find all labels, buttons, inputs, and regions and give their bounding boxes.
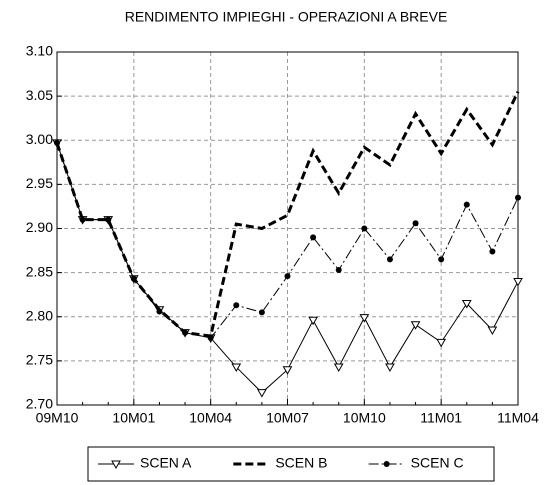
marker [310, 234, 317, 241]
legend-label: SCEN C [411, 455, 464, 471]
x-tick-label: 11M04 [497, 410, 539, 426]
x-tick-label: 10M10 [343, 410, 386, 426]
chart-title: RENDIMENTO IMPIEGHI - OPERAZIONI A BREVE [125, 9, 448, 25]
marker [487, 326, 498, 335]
y-tick-label: 2.90 [26, 219, 53, 235]
marker [461, 300, 472, 309]
marker [335, 266, 342, 273]
marker [130, 275, 137, 282]
marker [410, 321, 421, 330]
marker [233, 302, 240, 309]
marker [385, 363, 395, 373]
marker [515, 194, 521, 201]
marker [182, 329, 189, 336]
marker [359, 314, 370, 323]
y-tick-label: 2.75 [26, 352, 53, 368]
x-tick-label: 09M10 [36, 410, 79, 426]
marker [308, 316, 318, 326]
plot-frame [56, 51, 519, 406]
marker [361, 225, 368, 232]
y-tick-label: 3.05 [26, 87, 53, 103]
marker [412, 220, 419, 227]
marker [284, 273, 291, 280]
legend-marker [383, 461, 390, 467]
legend-marker [111, 460, 121, 470]
y-tick-label: 2.80 [26, 307, 53, 323]
marker [436, 338, 447, 348]
legend-box [87, 446, 495, 482]
marker [79, 216, 86, 223]
marker [105, 216, 112, 223]
legend-label: SCEN A [140, 455, 192, 471]
x-tick-label: 10M07 [266, 410, 309, 426]
marker [257, 389, 267, 398]
x-tick-label: 10M01 [112, 410, 155, 426]
y-tick-label: 2.70 [26, 396, 53, 412]
marker [489, 248, 496, 255]
marker [54, 139, 60, 146]
y-tick-label: 2.95 [26, 175, 53, 191]
marker [463, 201, 470, 208]
x-tick-label: 11M01 [420, 410, 462, 426]
marker [207, 334, 214, 341]
y-tick-label: 3.10 [26, 43, 53, 59]
marker [258, 309, 265, 316]
y-tick-label: 3.00 [26, 131, 53, 147]
y-tick-label: 2.85 [26, 263, 53, 279]
x-tick-label: 10M04 [189, 410, 232, 426]
marker [156, 308, 163, 315]
marker [438, 256, 445, 263]
marker [282, 366, 293, 375]
marker [231, 363, 242, 373]
marker [513, 277, 523, 287]
marker [386, 256, 393, 263]
legend-label: SCEN B [275, 455, 327, 471]
marker [333, 363, 344, 373]
